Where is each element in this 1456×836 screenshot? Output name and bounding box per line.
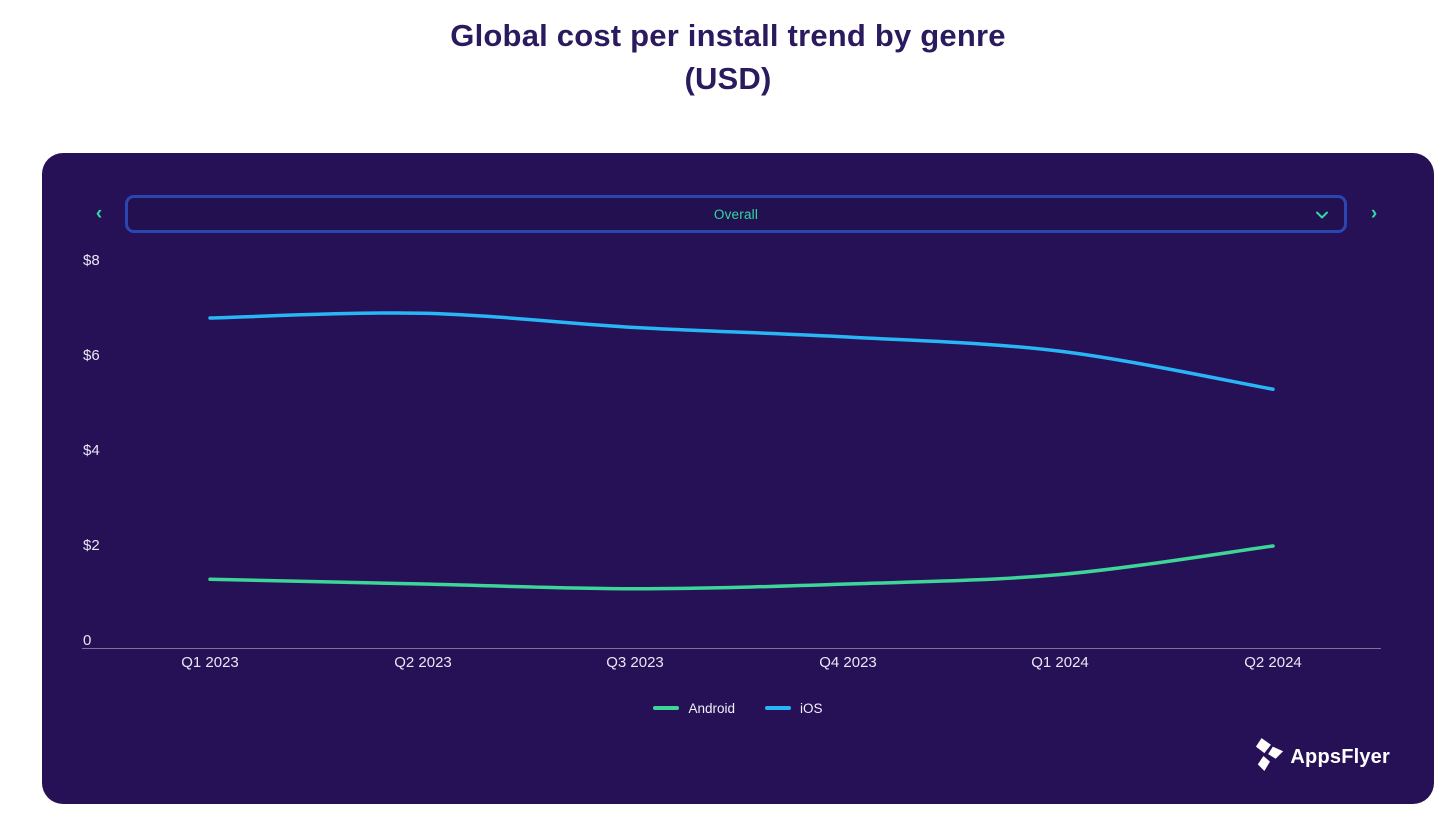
page-title-line1: Global cost per install trend by genre (450, 18, 1006, 53)
next-genre-button[interactable]: › (1361, 201, 1387, 227)
genre-dropdown[interactable]: Overall (125, 195, 1347, 233)
y-tick-8: $8 (83, 252, 100, 269)
x-tick-q2-2023: Q2 2023 (394, 654, 452, 671)
android-line-swatch (653, 706, 680, 710)
legend-label-android: Android (688, 700, 736, 716)
chart-card: ‹ Overall › $8 $6 $4 $2 0 Q1 2023 Q2 202… (42, 153, 1434, 804)
page-title-line2: (USD) (684, 61, 772, 96)
y-tick-4: $4 (83, 442, 100, 459)
appsflyer-logo: AppsFlyer (1255, 737, 1390, 778)
y-tick-0: 0 (83, 632, 92, 649)
x-tick-q1-2023: Q1 2023 (181, 654, 239, 671)
legend-item-ios: iOS (765, 701, 823, 716)
chevron-down-icon (1314, 207, 1330, 228)
appsflyer-logo-icon (1255, 737, 1285, 778)
x-tick-q2-2024: Q2 2024 (1244, 654, 1302, 671)
y-tick-2: $2 (83, 537, 100, 554)
genre-dropdown-value: Overall (713, 206, 759, 222)
x-tick-q3-2023: Q3 2023 (606, 654, 664, 671)
page-title: Global cost per install trend by genre (… (0, 14, 1456, 100)
y-tick-6: $6 (83, 347, 100, 364)
legend-label-ios: iOS (800, 700, 823, 716)
chart-legend: Android iOS (42, 697, 1434, 719)
ios-line-swatch (765, 706, 792, 710)
x-tick-q1-2024: Q1 2024 (1031, 654, 1089, 671)
x-tick-q4-2023: Q4 2023 (819, 654, 877, 671)
previous-genre-button[interactable]: ‹ (86, 201, 112, 227)
x-axis-line (82, 648, 1381, 649)
appsflyer-logo-text: AppsFlyer (1290, 746, 1390, 768)
legend-item-android: Android (653, 701, 735, 716)
